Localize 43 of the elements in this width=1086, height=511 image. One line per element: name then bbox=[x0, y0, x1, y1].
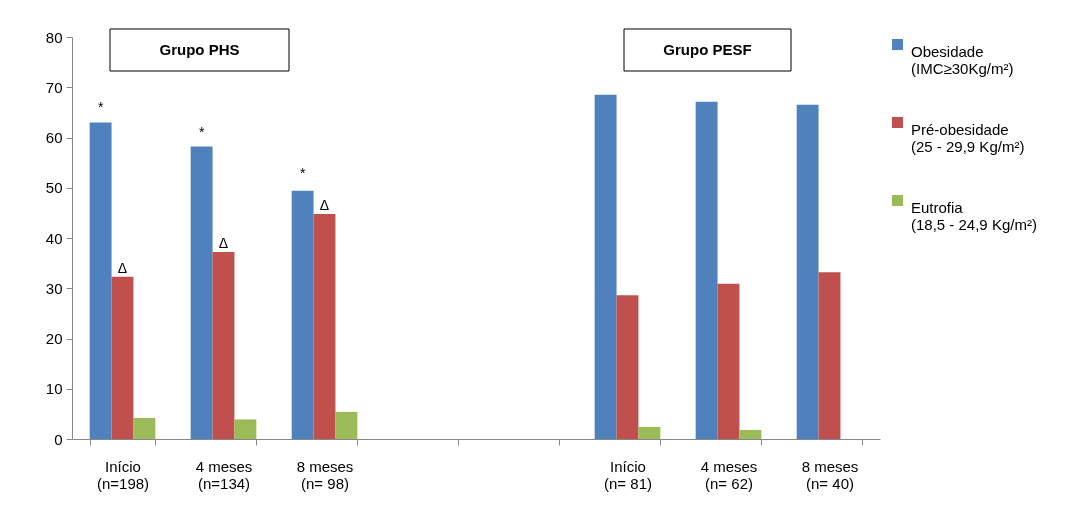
bar bbox=[717, 283, 740, 439]
annotation: Δ bbox=[218, 235, 229, 252]
x-tick-label: 4 meses (n=134) bbox=[195, 457, 253, 492]
y-tick-label: 70 bbox=[45, 78, 63, 96]
bar bbox=[616, 295, 639, 439]
bar bbox=[234, 419, 257, 439]
y-tick-label: 0 bbox=[54, 430, 63, 448]
x-tick-label: Início (n=198) bbox=[96, 457, 150, 492]
bar bbox=[291, 190, 314, 439]
x-tick-label: 4 meses (n= 62) bbox=[700, 457, 758, 492]
bar bbox=[190, 146, 213, 439]
bar bbox=[739, 429, 762, 439]
y-tick-label: 80 bbox=[45, 28, 63, 46]
annotation: * bbox=[299, 165, 306, 181]
y-tick-label: 50 bbox=[45, 179, 63, 197]
bar bbox=[335, 411, 358, 439]
y-tick-label: 40 bbox=[45, 229, 63, 247]
legend-label: Pré-obesidade (25 - 29,9 Kg/m²) bbox=[911, 120, 1025, 155]
bar bbox=[796, 104, 819, 439]
x-tick-label: 8 meses (n= 98) bbox=[296, 457, 354, 492]
bar bbox=[313, 213, 336, 439]
bar bbox=[111, 276, 134, 439]
bar bbox=[818, 272, 841, 439]
annotation: Grupo PESF bbox=[663, 41, 752, 58]
x-tick-label: 8 meses (n= 40) bbox=[801, 457, 859, 492]
annotation: Grupo PHS bbox=[159, 41, 240, 58]
y-tick-label: 30 bbox=[45, 279, 63, 297]
annotation: Δ bbox=[117, 259, 128, 276]
annotation: * bbox=[198, 124, 205, 140]
legend-label: Obesidade (IMC≥30Kg/m²) bbox=[911, 42, 1014, 77]
bar bbox=[133, 417, 156, 439]
y-tick-label: 20 bbox=[45, 330, 63, 347]
y-tick-label: 60 bbox=[45, 129, 63, 146]
x-tick-label: Início (n= 81) bbox=[604, 457, 652, 492]
bar bbox=[695, 101, 718, 439]
legend-label: Eutrofia (18,5 - 24,9 Kg/m²) bbox=[911, 198, 1037, 233]
bar bbox=[212, 252, 235, 439]
annotation: Δ bbox=[319, 196, 330, 213]
annotation: * bbox=[97, 99, 104, 115]
bar bbox=[594, 94, 617, 439]
bar bbox=[638, 426, 661, 439]
bar bbox=[89, 122, 112, 439]
y-tick-label: 10 bbox=[45, 380, 63, 398]
